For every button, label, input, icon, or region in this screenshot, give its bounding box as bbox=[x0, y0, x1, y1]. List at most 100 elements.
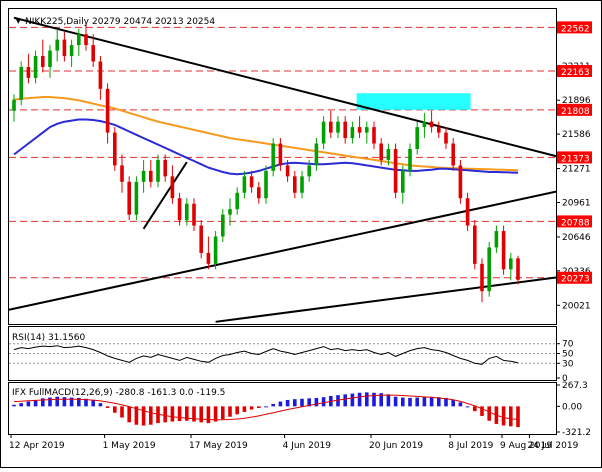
macd-signal-line bbox=[13, 394, 519, 421]
candle-body bbox=[487, 247, 491, 292]
rsi-tick-label: 0 bbox=[562, 374, 568, 384]
candle-body bbox=[26, 66, 31, 78]
macd-histogram-bar bbox=[192, 406, 196, 422]
macd-histogram-bar bbox=[437, 397, 441, 407]
price-panel bbox=[8, 8, 557, 325]
level-label: 22562 bbox=[561, 24, 590, 34]
candle-body bbox=[257, 187, 261, 199]
macd-histogram-bar bbox=[62, 397, 67, 407]
candle-body bbox=[48, 50, 52, 67]
rsi-tick-label: 70 bbox=[562, 340, 574, 350]
macd-histogram-bar bbox=[336, 395, 340, 407]
macd-histogram-bar bbox=[170, 406, 175, 422]
candle-body bbox=[357, 127, 362, 133]
candle-body bbox=[249, 176, 254, 188]
price-tick-label: 20646 bbox=[562, 233, 591, 243]
macd-label: IFX FullMACD(12,26,9) -280.8 -161.3 0.0 … bbox=[12, 388, 225, 398]
candle-body bbox=[98, 61, 103, 89]
macd-histogram-bar bbox=[473, 406, 477, 412]
candle-body bbox=[163, 159, 167, 177]
candle-body bbox=[314, 143, 319, 166]
candle-body bbox=[408, 149, 412, 171]
rsi-tick-label: 30 bbox=[562, 359, 574, 369]
macd-histogram-bar bbox=[293, 399, 297, 407]
price-layer: 2256222211218962158621271209612064620336… bbox=[8, 16, 592, 323]
level-label-box bbox=[557, 65, 592, 78]
candle-body bbox=[105, 88, 110, 133]
candle-body bbox=[235, 192, 239, 210]
candle-body bbox=[264, 170, 268, 199]
candle-body bbox=[185, 203, 189, 221]
candle-body bbox=[437, 127, 441, 133]
candle-body bbox=[451, 143, 455, 166]
candle-body bbox=[156, 159, 160, 182]
price-tick-label: 20021 bbox=[562, 301, 591, 311]
macd-panel bbox=[8, 382, 557, 435]
macd-histogram-bar bbox=[206, 406, 211, 424]
candle-body bbox=[228, 209, 232, 215]
macd-histogram-bar bbox=[480, 406, 484, 416]
macd-histogram-bar bbox=[429, 396, 434, 407]
macd-histogram-bar bbox=[77, 397, 81, 407]
macd-histogram-bar bbox=[415, 397, 419, 407]
rsi-line bbox=[13, 345, 519, 365]
macd-histogram-bar bbox=[372, 392, 376, 407]
x-axis-label: 17 May 2019 bbox=[189, 441, 248, 451]
macd-histogram-bar bbox=[516, 406, 520, 428]
macd-histogram-bar bbox=[12, 404, 16, 407]
candle-body bbox=[329, 121, 333, 133]
candle-body bbox=[271, 143, 275, 171]
macd-histogram-bar bbox=[408, 397, 412, 407]
level-label-box bbox=[557, 151, 592, 164]
moving-average-orange bbox=[13, 96, 519, 172]
macd-histogram-bar bbox=[26, 401, 31, 407]
candle-body bbox=[84, 34, 88, 46]
ohlc-label: 20279 20474 20213 20254 bbox=[92, 17, 215, 27]
macd-histogram-bar bbox=[134, 406, 139, 425]
candle-body bbox=[199, 225, 203, 253]
macd-histogram-bar bbox=[487, 406, 491, 421]
level-label: 20273 bbox=[561, 275, 590, 285]
candle-body bbox=[509, 258, 513, 270]
candle-body bbox=[19, 66, 23, 100]
macd-histogram-bar bbox=[501, 406, 506, 426]
macd-histogram-bar bbox=[379, 393, 383, 407]
macd-histogram-bar bbox=[458, 402, 463, 407]
dropdown-arrow-icon[interactable]: ▾ bbox=[16, 17, 21, 27]
macd-layer: 267.3 0.00 -321.2 bbox=[12, 381, 591, 438]
macd-histogram-bar bbox=[221, 406, 225, 420]
trend-line bbox=[215, 276, 557, 323]
level-label: 21808 bbox=[561, 107, 590, 117]
candle-body bbox=[213, 236, 218, 264]
candle-body bbox=[386, 149, 391, 160]
candle-body bbox=[307, 165, 311, 177]
macd-histogram-bar bbox=[213, 406, 218, 422]
candle-body bbox=[379, 143, 383, 160]
x-axis-label: 20 Jun 2019 bbox=[369, 441, 423, 451]
macd-histogram-bar bbox=[357, 392, 362, 407]
candle-body bbox=[69, 45, 74, 57]
macd-histogram-bar bbox=[149, 406, 153, 425]
candle-body bbox=[300, 176, 304, 193]
candle-body bbox=[473, 225, 477, 264]
candle-body bbox=[465, 198, 470, 226]
macd-histogram-bar bbox=[177, 406, 182, 422]
x-axis: 12 Apr 2019 1 May 2019 17 May 2019 4 Jun 20… bbox=[9, 434, 579, 451]
candle-body bbox=[336, 121, 340, 133]
candle-body bbox=[401, 170, 405, 193]
macd-tick-label: 267.3 bbox=[562, 381, 588, 391]
macd-histogram-bar bbox=[278, 401, 283, 407]
macd-histogram-bar bbox=[235, 406, 239, 415]
macd-histogram-bar bbox=[33, 399, 38, 407]
rsi-label: RSI(14) 31.1560 bbox=[12, 333, 85, 343]
macd-histogram-bar bbox=[350, 393, 355, 407]
candle-body bbox=[458, 165, 463, 199]
macd-histogram-bar bbox=[69, 397, 74, 407]
candle-body bbox=[221, 214, 225, 237]
x-axis-label: 1 May 2019 bbox=[103, 441, 156, 451]
trend-line bbox=[142, 161, 188, 230]
macd-histogram-bar bbox=[300, 398, 304, 407]
